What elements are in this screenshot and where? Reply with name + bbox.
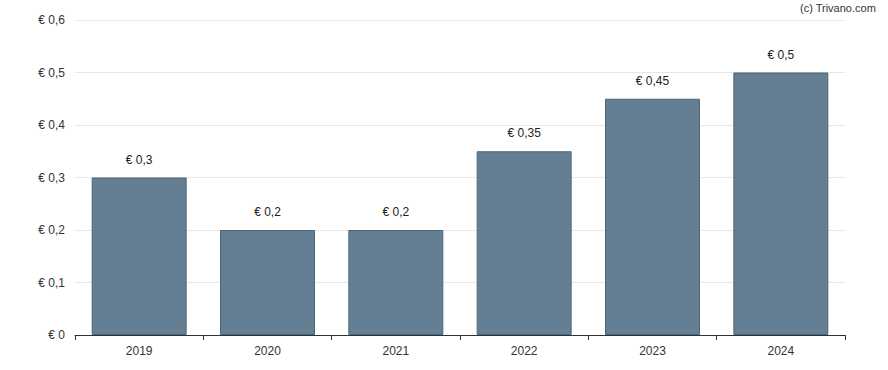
svg-text:€ 0,5: € 0,5 (767, 48, 794, 62)
svg-text:€ 0,3: € 0,3 (38, 171, 65, 185)
svg-text:(c) Trivano.com: (c) Trivano.com (800, 2, 876, 14)
svg-text:€ 0,3: € 0,3 (126, 153, 153, 167)
svg-text:€ 0,2: € 0,2 (254, 205, 281, 219)
svg-text:2020: 2020 (254, 344, 281, 358)
svg-text:€ 0,5: € 0,5 (38, 66, 65, 80)
svg-text:2019: 2019 (126, 344, 153, 358)
svg-text:€ 0,35: € 0,35 (507, 126, 541, 140)
svg-text:€ 0: € 0 (48, 328, 65, 342)
svg-text:2024: 2024 (767, 344, 794, 358)
svg-text:€ 0,1: € 0,1 (38, 276, 65, 290)
svg-text:€ 0,2: € 0,2 (38, 223, 65, 237)
svg-text:2021: 2021 (382, 344, 409, 358)
svg-text:2023: 2023 (639, 344, 666, 358)
svg-text:2022: 2022 (511, 344, 538, 358)
svg-text:€ 0,6: € 0,6 (38, 13, 65, 27)
svg-text:€ 0,45: € 0,45 (636, 74, 670, 88)
svg-text:€ 0,4: € 0,4 (38, 118, 65, 132)
svg-text:€ 0,2: € 0,2 (382, 205, 409, 219)
